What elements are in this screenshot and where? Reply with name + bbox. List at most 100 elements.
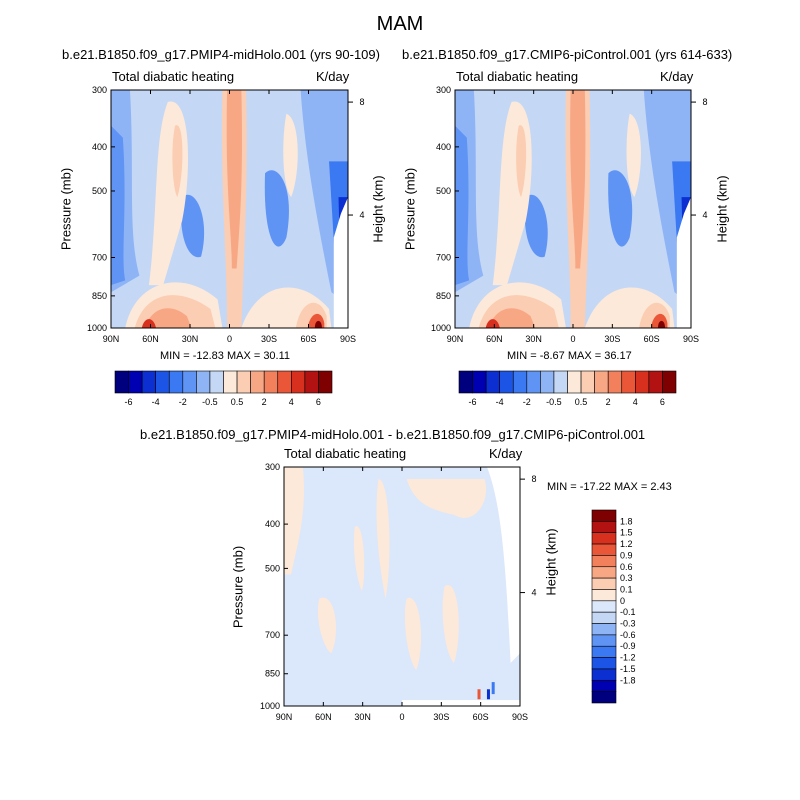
x-tick-label: 0 — [570, 334, 575, 344]
x-tick-label: 30S — [261, 334, 277, 344]
region-nh-subtropic-blue — [181, 194, 205, 258]
colorbar-swatch — [567, 370, 582, 394]
region-bl-nh-hot — [485, 319, 500, 328]
x-tick-label: 60S — [300, 334, 316, 344]
x-tick-label: 60N — [142, 334, 159, 344]
colorbar-swatch — [141, 370, 156, 394]
colorbar-label: 6 — [316, 397, 321, 407]
region-sh-warm — [626, 113, 641, 198]
colorbar-swatch — [472, 370, 487, 394]
colorbar-label: -0.5 — [546, 397, 562, 407]
colorbar-swatch — [591, 657, 617, 670]
field-layer — [111, 90, 348, 328]
y-tick-label: 400 — [436, 142, 451, 152]
warm-anomaly-2 — [376, 478, 390, 599]
colorbar-swatch — [591, 668, 617, 681]
x-tick-label: 90S — [340, 334, 356, 344]
topography-mask — [333, 197, 348, 328]
colorbar-label: -6 — [469, 397, 477, 407]
region-nh-subtropic-blue — [524, 194, 548, 258]
x-tick-label: 30N — [354, 712, 371, 722]
x-tick-label: 90S — [512, 712, 528, 722]
y-tick-label: 300 — [92, 85, 107, 95]
region-nh-warm-core — [172, 125, 183, 198]
region-nh-warm-core — [516, 125, 527, 198]
y-tick-label: 500 — [92, 186, 107, 196]
colorbar-label: 0 — [620, 596, 625, 606]
region-bl-nh-3 — [488, 308, 536, 328]
colorbar-swatch — [591, 555, 617, 568]
y-tick-label: 400 — [265, 519, 280, 529]
warm-anomaly-6 — [353, 526, 365, 592]
colorbar-swatch — [594, 370, 609, 394]
colorbar-swatch — [168, 370, 184, 394]
colorbar-swatch — [499, 370, 514, 394]
region-sh-warm — [283, 113, 298, 198]
height-tick-label: 8 — [702, 97, 707, 107]
colorbar-label: -0.5 — [202, 397, 218, 407]
colorbar-label: 0.9 — [620, 550, 633, 560]
colorbar-label: 2 — [262, 397, 267, 407]
colorbar-swatch — [182, 370, 197, 394]
x-tick-label: 90S — [683, 334, 699, 344]
warm-anomaly-5 — [317, 597, 337, 654]
colorbar-swatch — [591, 532, 617, 545]
region-itcz-core — [570, 90, 586, 269]
colorbar-swatch — [662, 370, 677, 394]
panel1-units-label: K/day — [316, 69, 350, 84]
y-tick-label: 500 — [436, 186, 451, 196]
y-tick-label: 300 — [436, 85, 451, 95]
panel2-colorbar: -6 -4 -2 -0.5 0.5 2 4 6 — [458, 370, 677, 407]
colorbar-swatch — [114, 370, 129, 394]
colorbar-swatch — [591, 634, 617, 647]
panel3-colorbar: 1.8 1.51.20.9 0.60.30.1 0-0.1 -0.3-0.6-0.9 -1… — [591, 509, 636, 704]
colorbar-label: -6 — [125, 397, 133, 407]
region-nh-blue-deep — [111, 125, 126, 286]
region-sh-subtropic-blue — [608, 170, 633, 247]
colorbar-swatch — [318, 370, 333, 394]
colorbar-label: 2 — [606, 397, 611, 407]
colorbar-swatch — [209, 370, 224, 394]
colorbar-swatch — [196, 370, 211, 394]
height-tick-label: 8 — [531, 474, 536, 484]
y-tick-label: 1000 — [260, 701, 280, 711]
panel3-left-label: Total diabatic heating — [284, 446, 407, 461]
colorbar-swatch — [591, 577, 617, 590]
colorbar-swatch — [250, 370, 265, 394]
colorbar-label: 4 — [289, 397, 294, 407]
colorbar-swatch — [553, 370, 568, 394]
colorbar-label: 0.6 — [620, 562, 633, 572]
field-background — [284, 467, 520, 706]
colorbar-swatch — [236, 370, 251, 394]
figure-title: MAM — [376, 13, 424, 35]
y-tick-label: 700 — [92, 252, 107, 262]
y-tick-label: 1000 — [431, 323, 451, 333]
panel3-units-label: K/day — [489, 446, 523, 461]
region-bl-sh-max — [314, 320, 322, 328]
region-bl-sh-max — [657, 320, 666, 328]
y-tick-label: 850 — [92, 291, 107, 301]
colorbar-label: 1.5 — [620, 528, 633, 538]
y-tick-label: 850 — [265, 669, 280, 679]
colorbar-label: 0.5 — [575, 397, 588, 407]
height-tick-label: 4 — [359, 210, 364, 220]
panel3-plot: 90N 60N 30N 0 30S 60S 90S 300 400 500 700 850 1000 8 4 — [260, 462, 537, 722]
colorbar-swatch — [591, 691, 617, 704]
topography-mask — [676, 197, 691, 328]
x-tick-label: 90N — [103, 334, 120, 344]
colorbar-swatch — [591, 589, 617, 602]
colorbar-swatch — [277, 370, 292, 394]
colorbar-swatch — [128, 370, 143, 394]
colorbar-label: -2 — [179, 397, 187, 407]
warm-anomaly-4 — [442, 584, 459, 663]
colorbar-swatch — [591, 543, 617, 556]
anomaly-negative — [491, 682, 495, 695]
panel3-stats: MIN = -17.22 MAX = 2.43 — [547, 481, 672, 493]
topography-mask-upper — [486, 467, 520, 663]
colorbar-swatch — [591, 623, 617, 636]
warm-anomaly-3 — [406, 478, 487, 518]
anomaly-negative-strong — [486, 689, 490, 700]
colorbar-label: 1.8 — [620, 516, 633, 526]
colorbar-swatch — [591, 679, 617, 692]
